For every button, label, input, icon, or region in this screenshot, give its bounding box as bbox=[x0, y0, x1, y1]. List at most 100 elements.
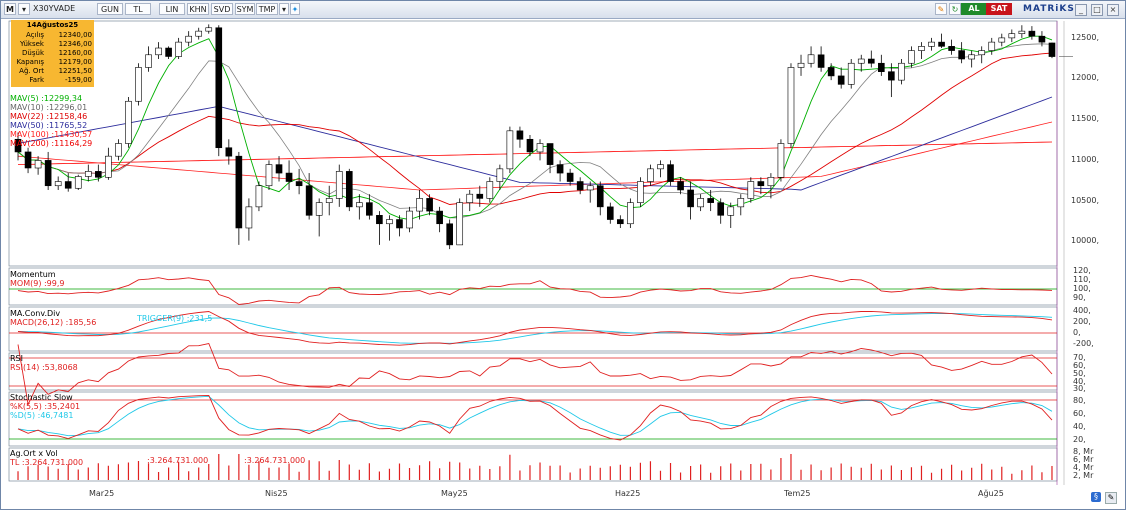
close-icon[interactable]: × bbox=[1107, 4, 1119, 16]
candle-body bbox=[64, 181, 72, 189]
price-chart[interactable] bbox=[1, 19, 1125, 509]
candle-body bbox=[506, 130, 514, 170]
symbol-label[interactable]: X30YVADE bbox=[33, 4, 76, 13]
mav5-label: MAV(5) :12299,34 bbox=[10, 94, 83, 103]
info-date: 14Ağustos25 bbox=[26, 21, 79, 29]
mav50-label: MAV(50) :11765,52 bbox=[10, 121, 88, 130]
candle-body bbox=[185, 35, 192, 43]
btn-khn[interactable]: KHN bbox=[187, 3, 209, 15]
candle-body bbox=[335, 171, 343, 199]
candle-body bbox=[948, 46, 955, 51]
candle-body bbox=[516, 130, 524, 140]
candle-body bbox=[105, 155, 112, 178]
brand-logo: MATRiKS bbox=[1023, 4, 1075, 14]
candle-body bbox=[386, 219, 393, 225]
panel-frame bbox=[8, 447, 1058, 482]
mav10-label: MAV(10) :12296,01 bbox=[10, 103, 88, 112]
d-label: %D(5) :46,7481 bbox=[10, 411, 74, 420]
stoch-tick: 60, bbox=[1073, 409, 1086, 418]
mom-tick: 100, bbox=[1073, 284, 1091, 293]
candle-body bbox=[14, 138, 22, 153]
candle-body bbox=[837, 75, 845, 85]
rsi-tick: 50, bbox=[1073, 369, 1086, 378]
candle-body bbox=[807, 54, 815, 64]
sell-button[interactable]: SAT bbox=[986, 3, 1012, 15]
candle-body bbox=[486, 181, 494, 199]
twitter-icon[interactable]: ✦ bbox=[290, 3, 300, 15]
btn-sym[interactable]: SYM bbox=[235, 3, 255, 15]
panel-frame bbox=[8, 267, 1058, 306]
menu-icon[interactable]: M bbox=[4, 3, 16, 15]
mom-tick: 90, bbox=[1073, 293, 1086, 302]
macd-label: MACD(26,12) :185,56 bbox=[10, 318, 97, 327]
btn-svd[interactable]: SVD bbox=[211, 3, 233, 15]
vol-tick: 4, Mr bbox=[1073, 463, 1094, 472]
candle-body bbox=[195, 30, 203, 37]
mav100-label: MAV(100) :11430,57 bbox=[10, 130, 93, 139]
btn-tmp[interactable]: TMP bbox=[256, 3, 278, 15]
candle-body bbox=[687, 189, 694, 208]
macd-line bbox=[17, 310, 1053, 346]
candle-body bbox=[677, 181, 684, 191]
mav22-line bbox=[17, 52, 1053, 205]
stoch-tick: 20, bbox=[1073, 435, 1086, 444]
k-label: %K(5,5) :35,2401 bbox=[10, 402, 81, 411]
candle-body bbox=[787, 67, 795, 144]
buy-button[interactable]: AL bbox=[961, 3, 987, 15]
dropdown-icon[interactable]: ▾ bbox=[279, 3, 289, 15]
mav200-label: MAV(200) :11164,29 bbox=[10, 139, 93, 148]
candle-body bbox=[95, 171, 102, 178]
mav100-line bbox=[17, 121, 1053, 191]
btn-lin[interactable]: LIN bbox=[159, 3, 185, 15]
candle-body bbox=[145, 54, 152, 68]
candle-body bbox=[265, 164, 273, 187]
mav22-label: MAV(22) :12158,46 bbox=[10, 112, 88, 121]
candle-body bbox=[586, 185, 594, 191]
candle-body bbox=[667, 164, 674, 182]
btn-tl[interactable]: TL bbox=[125, 3, 151, 15]
macd-tick: -200, bbox=[1073, 339, 1094, 348]
rsi-tick: 30, bbox=[1073, 384, 1086, 393]
candle-body bbox=[627, 202, 634, 225]
mav50-line bbox=[17, 96, 1053, 191]
refresh-icon[interactable]: ↻ bbox=[949, 3, 961, 15]
mom-tick: 120, bbox=[1073, 266, 1091, 275]
rsi-tick: 60, bbox=[1073, 361, 1086, 370]
sync-icon[interactable]: § bbox=[1091, 492, 1101, 502]
btn-gun[interactable]: GUN bbox=[97, 3, 123, 15]
price-tick: 12000, bbox=[1071, 73, 1099, 82]
candle-body bbox=[205, 27, 213, 32]
panel-frame bbox=[8, 352, 1058, 391]
candle-body bbox=[737, 198, 745, 208]
month-label: May25 bbox=[441, 489, 468, 498]
candle-body bbox=[827, 67, 835, 77]
candle-body bbox=[637, 181, 644, 203]
candle-body bbox=[647, 168, 654, 182]
settings-icon[interactable]: ✎ bbox=[1105, 492, 1117, 504]
edit-icon[interactable]: ✎ bbox=[935, 3, 947, 15]
candle-body bbox=[376, 215, 383, 225]
candle-body bbox=[125, 100, 132, 144]
price-tick: 12500, bbox=[1071, 33, 1099, 42]
dropdown-icon[interactable]: ▾ bbox=[18, 3, 30, 15]
candle-body bbox=[155, 47, 162, 56]
candle-body bbox=[255, 185, 263, 208]
mom-line bbox=[17, 274, 1053, 305]
candle-body bbox=[657, 164, 664, 170]
month-label: Ağu25 bbox=[978, 489, 1004, 498]
candle-body bbox=[436, 210, 443, 225]
candle-body bbox=[456, 202, 464, 246]
minimize-icon[interactable]: _ bbox=[1075, 4, 1087, 16]
candle-body bbox=[74, 176, 82, 189]
candle-body bbox=[968, 54, 975, 60]
candle-body bbox=[888, 71, 895, 81]
stoch-tick: 80, bbox=[1073, 396, 1086, 405]
candle-body bbox=[285, 172, 293, 182]
candle-body bbox=[938, 41, 945, 47]
candle-body bbox=[757, 181, 765, 187]
candle-body bbox=[34, 160, 42, 169]
maximize-icon[interactable]: □ bbox=[1091, 4, 1103, 16]
rsi-tick: 70, bbox=[1073, 353, 1086, 362]
candle-body bbox=[596, 185, 604, 208]
candle-body bbox=[426, 198, 433, 212]
